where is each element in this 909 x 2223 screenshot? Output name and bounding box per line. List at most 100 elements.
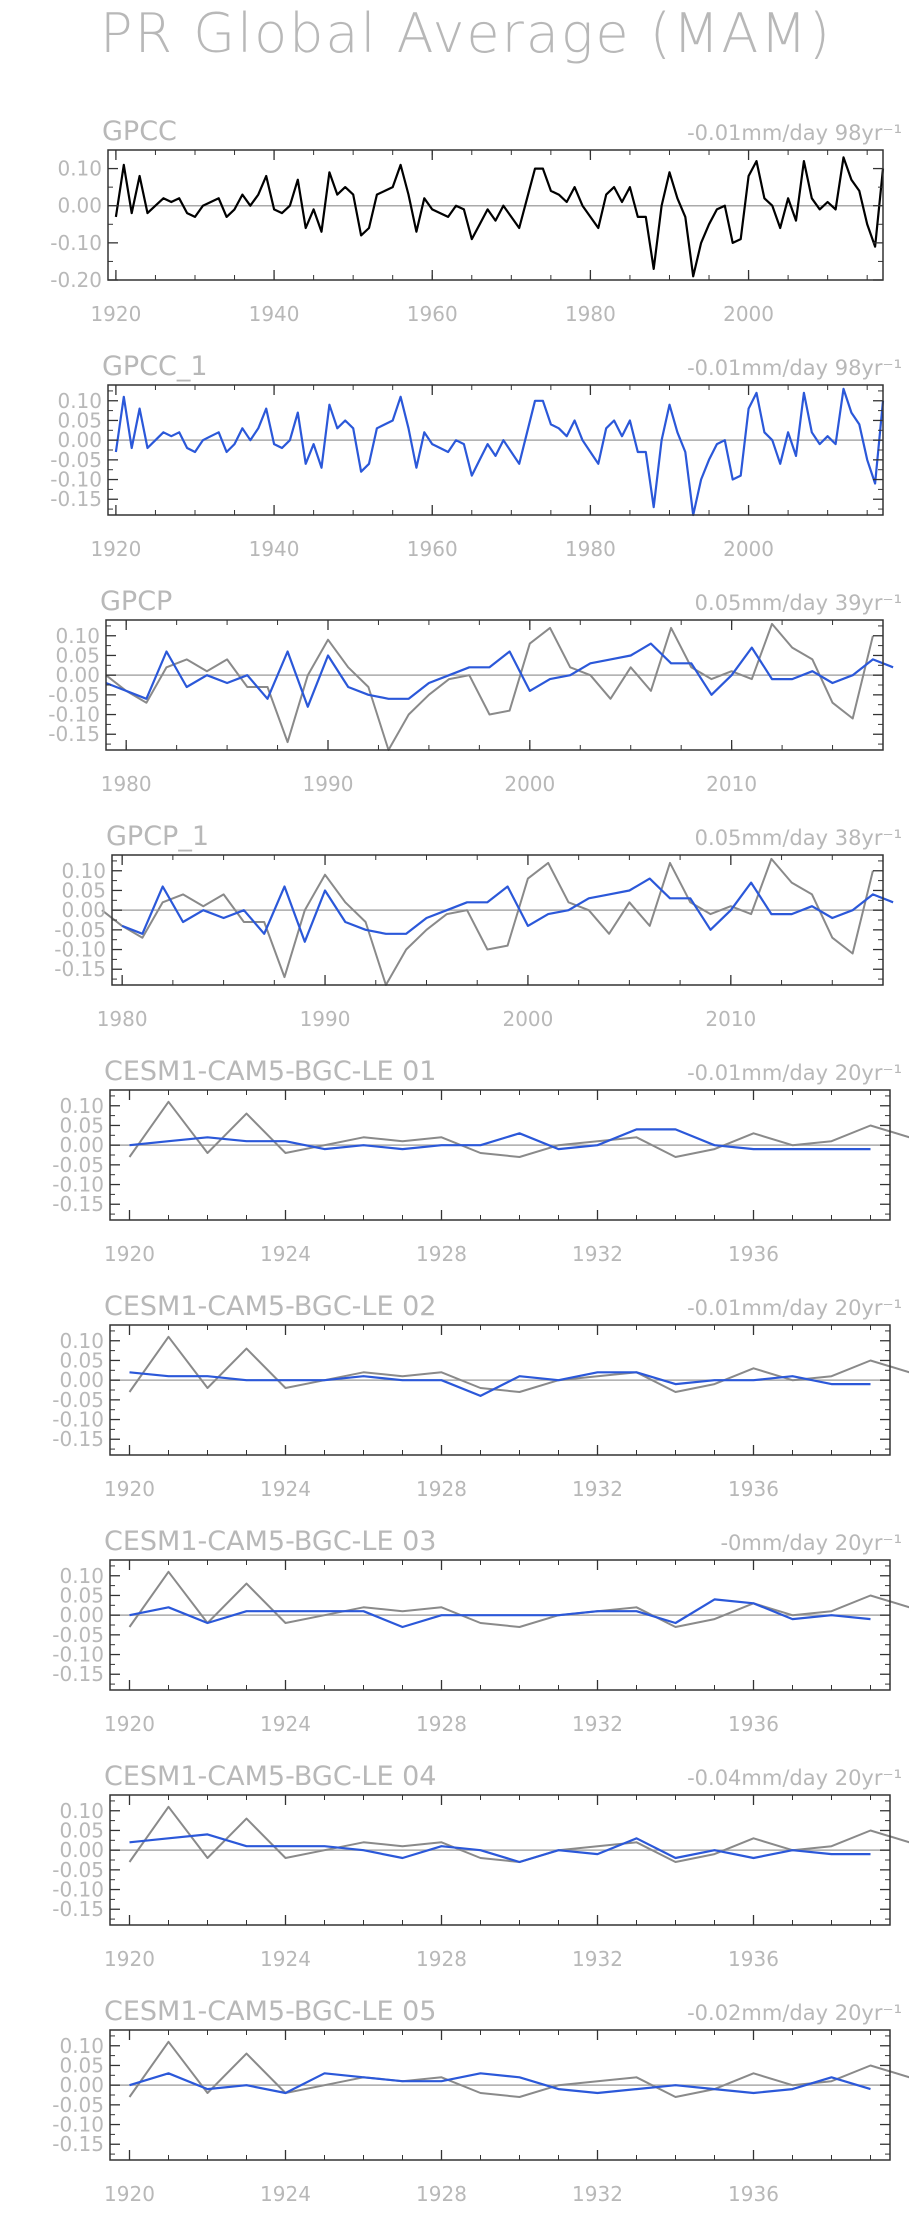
reference-series-line (128, 1805, 909, 1863)
y-tick-label: 0.10 (59, 2034, 104, 2058)
x-tick-label: 1960 (407, 302, 458, 326)
y-tick-label: 0.05 (59, 2053, 104, 2077)
model-series-line (105, 642, 894, 708)
y-tick-label: 0.05 (59, 1113, 104, 1137)
y-tick-label: -0.15 (52, 1897, 104, 1921)
x-tick-label: 1990 (300, 1007, 351, 1031)
y-tick-label: -0.15 (52, 2132, 104, 2156)
x-tick-label: 1924 (260, 1477, 311, 1501)
y-tick-label: -0.05 (52, 1858, 104, 1882)
y-tick-label: 0.00 (57, 194, 102, 218)
y-tick-label: -0.05 (52, 1388, 104, 1412)
panel-trend: -0.01mm/day 20yr⁻¹ (687, 1296, 902, 1320)
panel-trend: -0.01mm/day 98yr⁻¹ (687, 121, 902, 145)
y-tick-label: -0.05 (52, 1153, 104, 1177)
y-tick-label: 0.00 (55, 663, 100, 687)
reference-series-line (128, 1570, 909, 1628)
x-tick-label: 1928 (416, 2182, 467, 2206)
x-tick-label: 1928 (416, 1712, 467, 1736)
panel-frame (107, 384, 884, 516)
y-tick-label: 0.10 (57, 157, 102, 181)
model-series-line (129, 1598, 871, 1629)
model-series-line (129, 2072, 871, 2095)
y-tick-label: 0.00 (59, 1603, 104, 1627)
x-tick-label: 1928 (416, 1947, 467, 1971)
y-tick-label: 0.05 (59, 1583, 104, 1607)
y-tick-label: -0.10 (52, 1408, 104, 1432)
y-tick-label: 0.10 (57, 389, 102, 413)
panel-trend: -0.04mm/day 20yr⁻¹ (687, 1766, 902, 1790)
chart-panel-1: GPCC -0.01mm/day 98yr⁻¹ -0.20 -0.10 0.00 0.10… (50, 116, 902, 326)
panel-title: CESM1-CAM5-BGC-LE 05 (104, 1996, 436, 2027)
y-tick-label: 0.05 (59, 1818, 104, 1842)
y-tick-label: 0.10 (55, 624, 100, 648)
chart-panel-6: CESM1-CAM5-BGC-LE 02 -0.01mm/day 20yr⁻¹ -0… (52, 1291, 909, 1501)
x-tick-label: 2010 (705, 1007, 756, 1031)
x-tick-label: 1932 (572, 1712, 623, 1736)
x-tick-label: 1990 (303, 772, 354, 796)
x-tick-label: 1980 (565, 302, 616, 326)
panel-trend: -0.01mm/day 20yr⁻¹ (687, 1061, 902, 1085)
y-tick-label: -0.10 (50, 468, 102, 492)
chart-panel-8: CESM1-CAM5-BGC-LE 04 -0.04mm/day 20yr⁻¹ -0… (52, 1761, 909, 1971)
reference-series-line (105, 622, 874, 751)
chart-panel-4: GPCP_1 0.05mm/day 38yr⁻¹-0.15-0.10-0.050.… (54, 821, 902, 1031)
x-tick-label: 1936 (728, 1947, 779, 1971)
x-tick-label: 1960 (407, 537, 458, 561)
y-tick-label: 0.05 (61, 878, 106, 902)
x-tick-label: 1940 (249, 537, 300, 561)
panel-title: GPCC_1 (102, 351, 208, 382)
x-tick-label: 1936 (728, 2182, 779, 2206)
panel-trend: -0.02mm/day 20yr⁻¹ (687, 2001, 902, 2025)
y-tick-label: 0.10 (59, 1329, 104, 1353)
y-tick-label: -0.15 (52, 1662, 104, 1686)
x-tick-label: 1924 (260, 1242, 311, 1266)
x-tick-label: 1924 (260, 2182, 311, 2206)
y-tick-label: -0.10 (52, 1643, 104, 1667)
x-tick-label: 1920 (104, 1477, 155, 1501)
x-tick-label: 1924 (260, 1947, 311, 1971)
y-tick-label: -0.05 (48, 683, 100, 707)
y-tick-label: 0.05 (57, 408, 102, 432)
x-tick-label: 1928 (416, 1477, 467, 1501)
y-tick-label: -0.10 (52, 1173, 104, 1197)
y-tick-label: 0.10 (59, 1564, 104, 1588)
y-tick-label: 0.00 (61, 898, 106, 922)
panel-title: GPCC (102, 116, 177, 147)
x-tick-label: 2000 (504, 772, 555, 796)
y-tick-label: 0.05 (59, 1348, 104, 1372)
chart-panel-9: CESM1-CAM5-BGC-LE 05 -0.02mm/day 20yr⁻¹ -0… (52, 1996, 909, 2206)
y-tick-label: -0.10 (54, 938, 106, 962)
page-title: PR Global Average (MAM) (100, 2, 832, 65)
x-tick-label: 1932 (572, 1477, 623, 1501)
x-tick-label: 1936 (728, 1477, 779, 1501)
y-tick-label: -0.10 (48, 703, 100, 727)
chart-panel-7: CESM1-CAM5-BGC-LE 03 -0mm/day 20yr⁻¹ -0.15… (52, 1526, 909, 1736)
y-tick-label: -0.05 (54, 918, 106, 942)
model-series-line (129, 1833, 871, 1864)
y-tick-label: 0.00 (59, 2073, 104, 2097)
x-tick-label: 1980 (565, 537, 616, 561)
y-tick-label: 0.10 (61, 859, 106, 883)
x-tick-label: 1928 (416, 1242, 467, 1266)
model-series-line (114, 387, 885, 517)
y-tick-label: -0.10 (52, 1878, 104, 1902)
x-tick-label: 1924 (260, 1712, 311, 1736)
chart-panel-5: CESM1-CAM5-BGC-LE 01 -0.01mm/day 20yr⁻¹ -0… (52, 1056, 909, 1266)
x-tick-label: 1936 (728, 1712, 779, 1736)
y-tick-label: -0.20 (50, 268, 102, 292)
x-tick-label: 1920 (104, 2182, 155, 2206)
y-tick-label: 0.10 (59, 1799, 104, 1823)
y-tick-label: 0.00 (59, 1133, 104, 1157)
chart-panel-2: GPCC_1 -0.01mm/day 98yr⁻¹-0.15-0.10-0.050… (50, 351, 902, 561)
x-tick-label: 1980 (101, 772, 152, 796)
x-tick-label: 1932 (572, 1242, 623, 1266)
y-tick-label: -0.10 (50, 231, 102, 255)
panel-frame (107, 149, 884, 281)
y-tick-label: 0.10 (59, 1094, 104, 1118)
y-tick-label: 0.00 (59, 1368, 104, 1392)
x-tick-label: 1920 (104, 1947, 155, 1971)
panel-title: CESM1-CAM5-BGC-LE 04 (104, 1761, 436, 1792)
x-tick-label: 1980 (97, 1007, 148, 1031)
